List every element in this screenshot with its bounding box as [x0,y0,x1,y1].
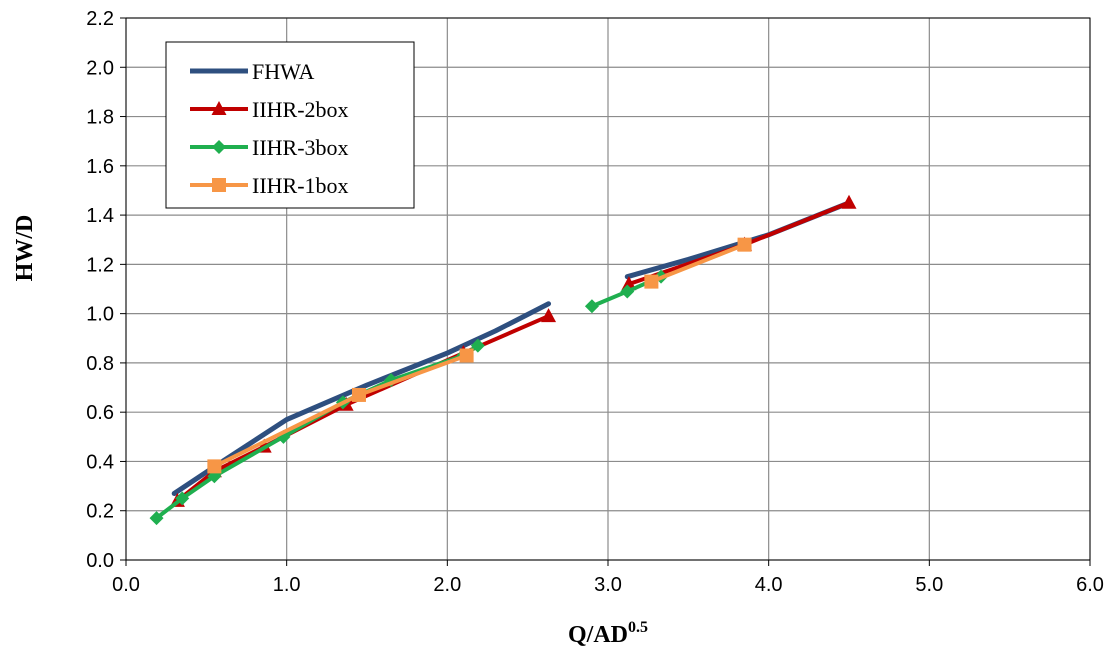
y-axis-ticks: 0.0 0.2 0.4 0.6 0.8 1.0 1.2 1.4 1.6 1.8 2.0 2.2 [86,8,126,572]
series-line-iihr-2box [175,314,551,503]
legend-label-iihr-1box: IIHR-1box [252,173,349,198]
data-point-iihr-1box [737,237,752,252]
y-tick-label: 1.6 [86,156,114,178]
legend-marker-iihr-2box [211,101,227,115]
y-tick-label: 1.4 [86,205,114,227]
series-layer [149,194,857,526]
y-tick-label: 2.0 [86,57,114,79]
legend-label-iihr-2box: IIHR-2box [252,97,349,122]
y-axis-title: HW/D [12,215,38,282]
data-point-iihr-3box [149,511,164,526]
series-line-iihr-3box [154,343,480,521]
series-iihr-1box [207,237,752,474]
data-point-iihr-3box [584,299,599,314]
data-point-iihr-1box [207,459,222,474]
x-axis-title: Q/AD0.5 [568,619,648,648]
y-tick-label: 1.8 [86,107,114,129]
legend: FHWA IIHR-2box IIHR-3box IIHR-1box [165,41,415,209]
data-point-iihr-3box [470,338,485,353]
y-tick-label: 2.2 [86,8,114,30]
y-tick-label: 1.0 [86,304,114,326]
y-tick-label: 0.6 [86,402,114,424]
x-axis-title-superscript: 0.5 [628,619,648,636]
data-point-iihr-1box [351,387,366,402]
x-tick-label: 0.0 [112,574,140,596]
x-axis-title-main: Q/AD [568,622,628,648]
x-tick-label: 2.0 [433,574,461,596]
y-tick-label: 1.2 [86,254,114,276]
data-point-iihr-2box [841,194,857,209]
y-tick-label: 0.4 [86,451,114,473]
data-point-iihr-1box [644,274,659,289]
x-tick-label: 6.0 [1076,574,1104,596]
series-iihr-2box [169,194,857,507]
data-point-iihr-2box [541,308,557,323]
legend-marker-iihr-3box [212,140,226,154]
series-line-iihr-1box [649,242,747,284]
data-point-iihr-2box [621,276,637,291]
data-point-iihr-3box [175,491,190,506]
data-point-iihr-3box [620,284,635,299]
x-tick-label: 1.0 [273,574,301,596]
x-tick-label: 3.0 [594,574,622,596]
legend-label-iihr-3box: IIHR-3box [252,135,349,160]
data-point-iihr-1box [459,348,474,363]
series-line-iihr-1box [212,353,469,469]
x-axis-ticks: 0.0 1.0 2.0 3.0 4.0 5.0 6.0 [112,560,1104,596]
x-tick-label: 5.0 [915,574,943,596]
y-tick-label: 0.8 [86,353,114,375]
x-tick-label: 4.0 [755,574,783,596]
y-tick-label: 0.2 [86,501,114,523]
legend-label-fhwa: FHWA [252,59,314,84]
y-tick-label: 0.0 [86,550,114,572]
legend-marker-iihr-1box [212,178,226,192]
series-iihr-3box [149,269,669,526]
